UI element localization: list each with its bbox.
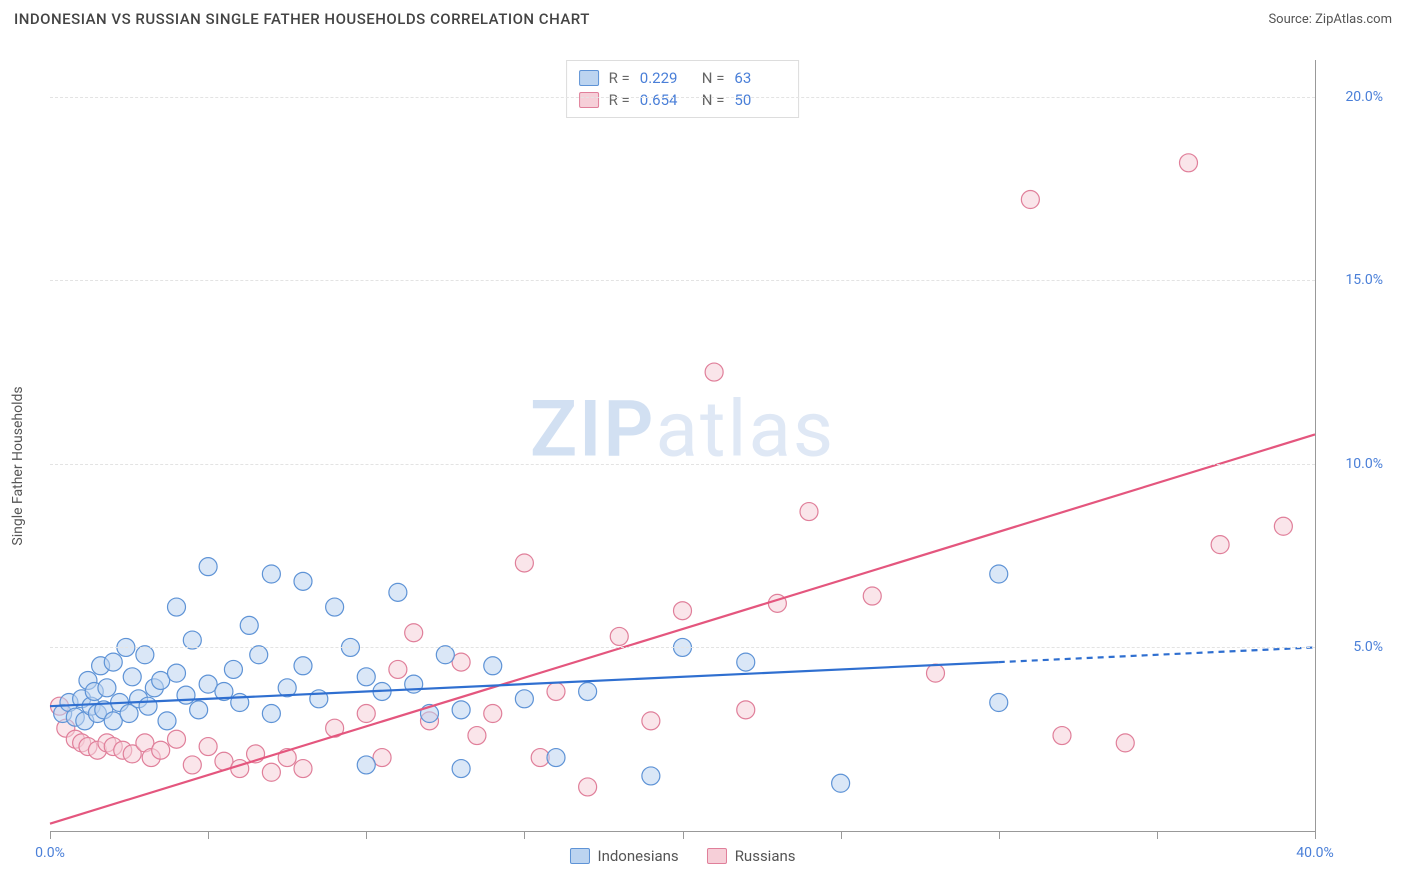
scatter-point: [357, 756, 375, 774]
scatter-point: [927, 664, 945, 682]
scatter-point: [484, 657, 502, 675]
plot-area: ZIPatlas R = 0.229 N = 63 R = 0.654 N = …: [50, 60, 1316, 832]
series-legend: Indonesians Russians: [569, 847, 795, 865]
correlation-chart: Single Father Households ZIPatlas R = 0.…: [0, 40, 1406, 892]
scatter-point: [452, 760, 470, 778]
scatter-point: [436, 646, 454, 664]
gridline: [50, 464, 1315, 465]
scatter-point: [484, 705, 502, 723]
scatter-point: [357, 705, 375, 723]
x-tick: [366, 831, 367, 839]
y-tick-label: 10.0%: [1323, 456, 1383, 472]
scatter-point: [674, 602, 692, 620]
scatter-point: [190, 701, 208, 719]
x-tick: [841, 831, 842, 839]
plot-svg: [50, 60, 1315, 831]
scatter-point: [250, 646, 268, 664]
scatter-point: [405, 624, 423, 642]
y-tick-label: 5.0%: [1323, 639, 1383, 655]
source-label: Source:: [1268, 12, 1311, 27]
scatter-point: [104, 653, 122, 671]
y-tick-label: 15.0%: [1323, 272, 1383, 288]
scatter-point: [863, 587, 881, 605]
x-tick: [524, 831, 525, 839]
scatter-point: [515, 554, 533, 572]
scatter-point: [98, 679, 116, 697]
scatter-point: [642, 767, 660, 785]
trend-line: [50, 434, 1315, 823]
scatter-point: [547, 682, 565, 700]
x-tick: [1315, 831, 1316, 839]
trend-line-dashed: [999, 647, 1315, 662]
x-tick: [50, 831, 51, 839]
scatter-point: [642, 712, 660, 730]
scatter-point: [158, 712, 176, 730]
swatch-russians: [707, 848, 727, 864]
x-tick: [999, 831, 1000, 839]
scatter-point: [262, 705, 280, 723]
scatter-point: [468, 727, 486, 745]
x-tick: [683, 831, 684, 839]
scatter-point: [262, 565, 280, 583]
scatter-point: [262, 763, 280, 781]
scatter-point: [1021, 191, 1039, 209]
x-tick-label: 40.0%: [1296, 845, 1334, 861]
scatter-point: [832, 774, 850, 792]
scatter-point: [705, 363, 723, 381]
chart-title: INDONESIAN VS RUSSIAN SINGLE FATHER HOUS…: [14, 10, 590, 28]
source-credit: Source: ZipAtlas.com: [1268, 12, 1392, 27]
scatter-point: [123, 668, 141, 686]
scatter-point: [294, 760, 312, 778]
scatter-point: [990, 694, 1008, 712]
scatter-point: [136, 646, 154, 664]
scatter-point: [389, 660, 407, 678]
source-name: ZipAtlas.com: [1315, 12, 1392, 27]
scatter-point: [1180, 154, 1198, 172]
scatter-point: [326, 598, 344, 616]
scatter-point: [1274, 517, 1292, 535]
scatter-point: [294, 572, 312, 590]
gridline: [50, 280, 1315, 281]
scatter-point: [579, 682, 597, 700]
scatter-point: [168, 664, 186, 682]
scatter-point: [183, 756, 201, 774]
scatter-point: [224, 660, 242, 678]
y-tick-label: 20.0%: [1323, 89, 1383, 105]
scatter-point: [1116, 734, 1134, 752]
scatter-point: [1053, 727, 1071, 745]
scatter-point: [240, 616, 258, 634]
x-tick: [1157, 831, 1158, 839]
scatter-point: [800, 503, 818, 521]
gridline: [50, 647, 1315, 648]
scatter-point: [737, 701, 755, 719]
legend-item-russians: Russians: [707, 847, 796, 865]
scatter-point: [199, 558, 217, 576]
scatter-point: [515, 690, 533, 708]
scatter-point: [152, 741, 170, 759]
scatter-point: [990, 565, 1008, 583]
scatter-point: [1211, 536, 1229, 554]
gridline: [50, 97, 1315, 98]
scatter-point: [168, 598, 186, 616]
legend-label-indonesians: Indonesians: [597, 847, 678, 865]
scatter-point: [389, 583, 407, 601]
scatter-point: [610, 627, 628, 645]
legend-label-russians: Russians: [735, 847, 796, 865]
scatter-point: [183, 631, 201, 649]
x-tick-label: 0.0%: [35, 845, 65, 861]
scatter-point: [139, 697, 157, 715]
scatter-point: [199, 738, 217, 756]
y-axis-label: Single Father Households: [10, 386, 26, 545]
legend-item-indonesians: Indonesians: [569, 847, 678, 865]
scatter-point: [168, 730, 186, 748]
scatter-point: [452, 701, 470, 719]
swatch-indonesians: [569, 848, 589, 864]
x-tick: [208, 831, 209, 839]
scatter-point: [547, 749, 565, 767]
scatter-point: [177, 686, 195, 704]
scatter-point: [294, 657, 312, 675]
scatter-point: [357, 668, 375, 686]
scatter-point: [737, 653, 755, 671]
scatter-point: [579, 778, 597, 796]
